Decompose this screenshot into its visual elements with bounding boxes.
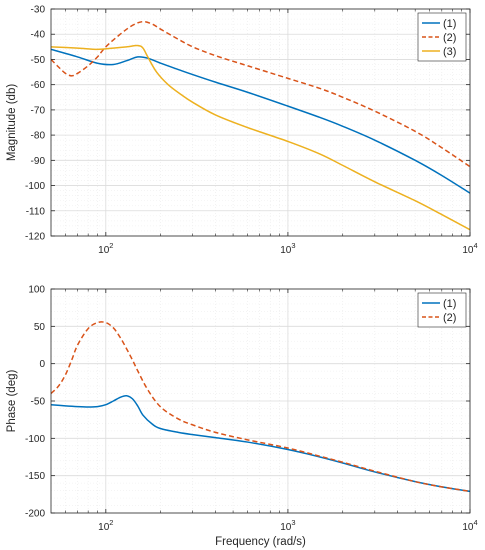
x-tick-exponent: 3 [291,241,295,250]
y-tick-label: -80 [31,131,46,142]
y-tick-label: -200 [25,509,45,520]
legend-label-2: (2) [443,312,456,324]
y-tick-label: 100 [28,285,45,296]
x-tick-base: 10 [98,245,110,256]
x-tick-label: 102 [98,241,113,256]
x-tick-base: 10 [280,245,292,256]
x-tick-exponent: 2 [109,518,113,527]
y-axis-label: Magnitude (db) [6,84,18,162]
y-tick-label: 0 [39,359,45,370]
y-tick-label: -100 [25,181,45,192]
x-tick-exponent: 4 [473,518,477,527]
y-tick-label: -40 [31,30,46,41]
y-tick-label: -150 [25,471,45,482]
x-tick-label: 104 [462,518,477,533]
legend-label-2: (2) [443,32,456,44]
x-tick-base: 10 [280,522,292,533]
magnitude-minor-grid [51,9,470,236]
y-tick-label: -100 [25,434,45,445]
y-tick-label: -90 [31,156,46,167]
series-line-1 [51,48,470,194]
x-tick-exponent: 4 [473,241,477,250]
legend-label-1: (1) [443,18,456,30]
x-tick-exponent: 2 [109,241,113,250]
y-tick-label: -50 [31,55,46,66]
x-tick-base: 10 [462,245,474,256]
series-line-2 [51,321,470,493]
series-line-2 [51,20,470,168]
y-tick-label: -60 [31,80,46,91]
legend-box [417,292,467,328]
y-tick-label: -110 [26,206,46,217]
magnitude-major-grid [51,8,471,237]
x-tick-label: 104 [462,241,477,256]
phase-series-group [51,321,470,493]
y-tick-label: -120 [25,232,45,243]
x-tick-label: 102 [98,518,113,533]
y-axis-label: Phase (deg) [6,370,18,433]
magnitude-series-group [51,20,470,231]
magnitude-axes-box [50,8,471,237]
legend-label-1: (1) [443,298,456,310]
y-tick-label: -70 [31,105,46,116]
y-tick-label: 50 [34,322,46,333]
legend-label-3: (3) [443,46,456,58]
y-tick-label: -50 [31,397,46,408]
x-tick-base: 10 [98,522,110,533]
phase-legend: (1)(2) [417,292,467,328]
y-tick-label: -30 [31,5,46,16]
x-tick-label: 103 [280,241,295,256]
x-tick-exponent: 3 [291,518,295,527]
series-line-1 [51,394,470,493]
x-tick-base: 10 [462,522,474,533]
x-tick-label: 103 [280,518,295,533]
x-axis-label: Frequency (rad/s) [215,536,306,548]
magnitude-legend: (1) (2) (3) [417,12,467,62]
series-line-3 [51,44,470,231]
